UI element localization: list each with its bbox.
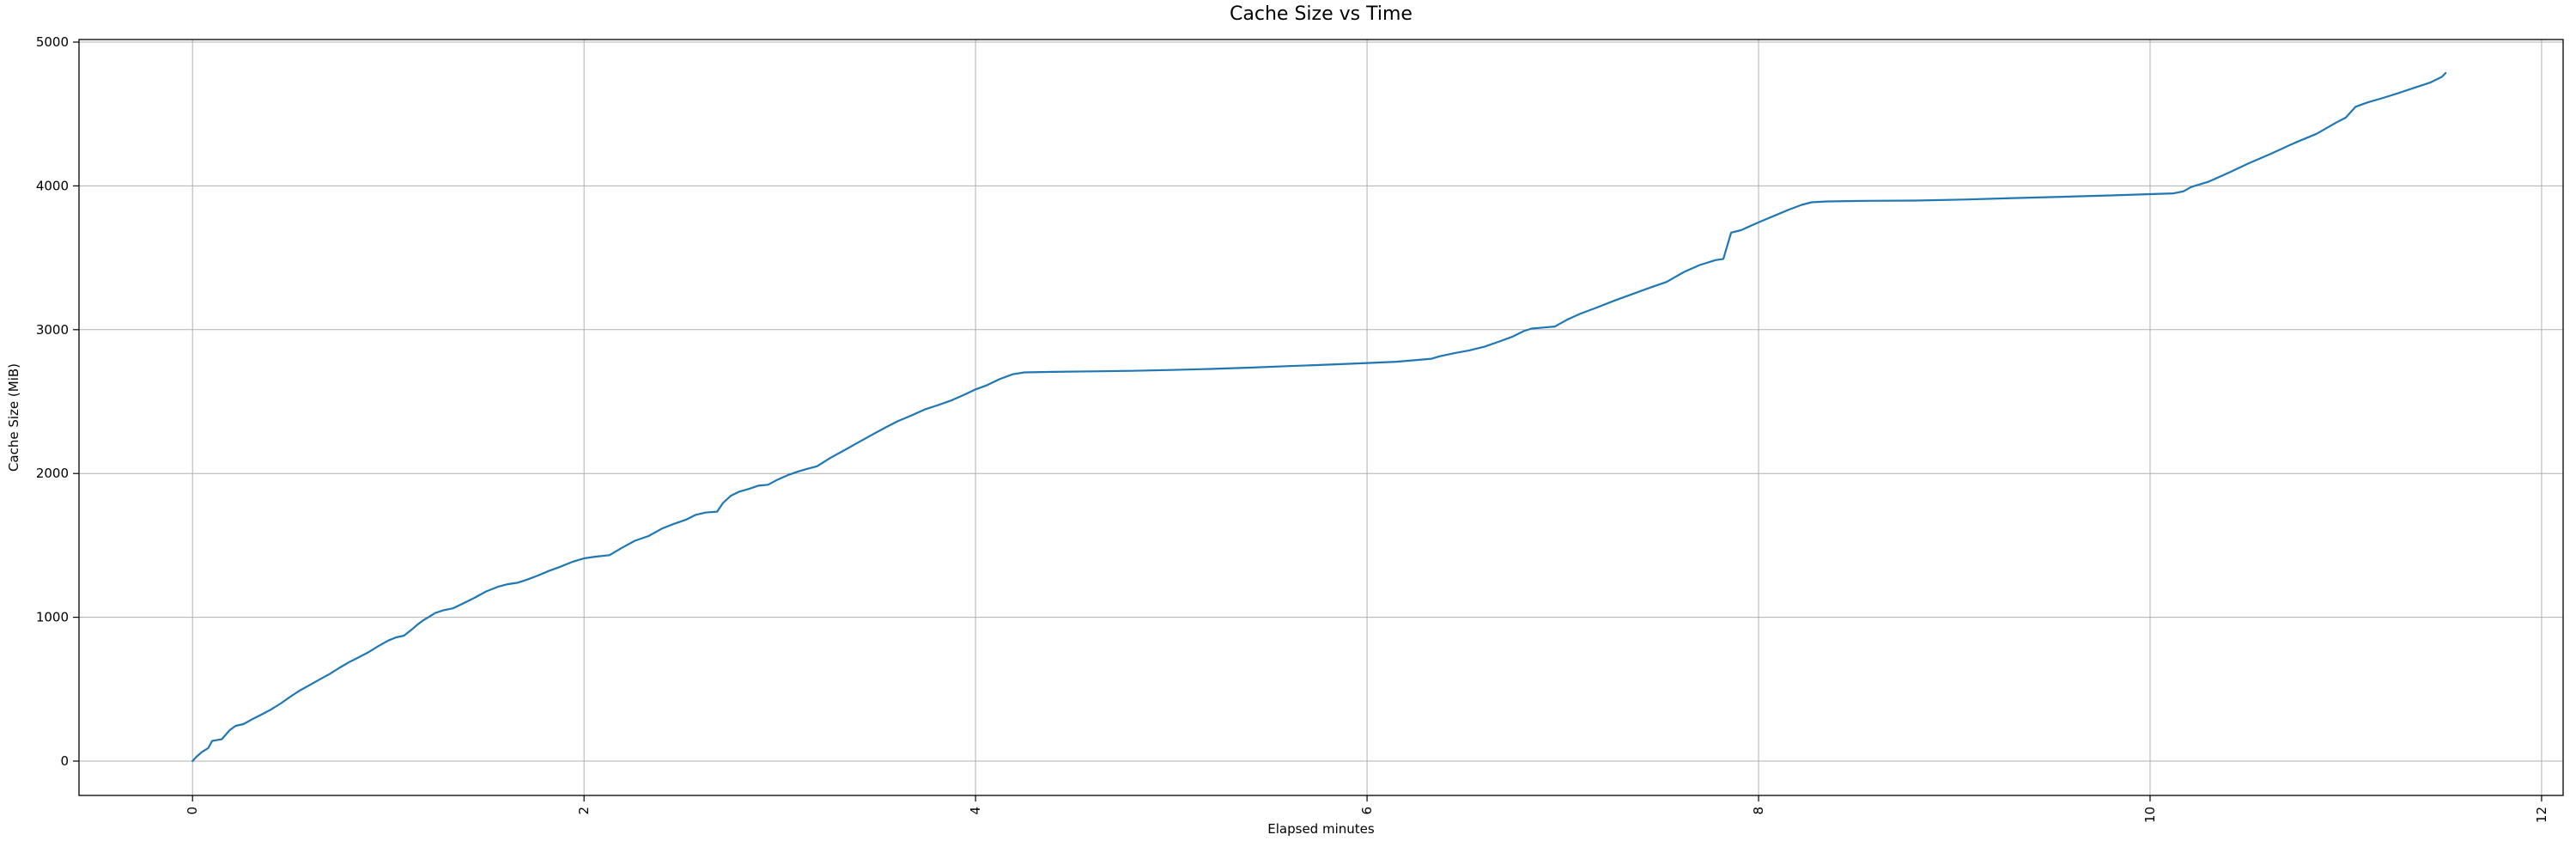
x-tick-label: 2 (576, 807, 592, 815)
x-tick-label: 6 (1359, 807, 1375, 815)
x-axis-title: Elapsed minutes (1267, 821, 1375, 837)
y-tick-label: 3000 (36, 322, 69, 338)
x-tick-label: 0 (185, 807, 200, 815)
plot-frame (78, 39, 2564, 796)
x-tick-label: 12 (2534, 807, 2549, 823)
y-tick-label: 2000 (36, 466, 69, 481)
y-tick-label: 0 (60, 753, 69, 769)
cache-size-line (191, 71, 2447, 763)
y-tick-label: 4000 (36, 178, 69, 193)
x-tick-label: 4 (968, 807, 983, 815)
x-tick-label: 8 (1751, 807, 1766, 815)
y-tick-label: 5000 (36, 34, 69, 50)
x-tick-label: 10 (2142, 807, 2158, 823)
y-tick-label: 1000 (36, 610, 69, 625)
chart-title: Cache Size vs Time (1230, 3, 1413, 25)
